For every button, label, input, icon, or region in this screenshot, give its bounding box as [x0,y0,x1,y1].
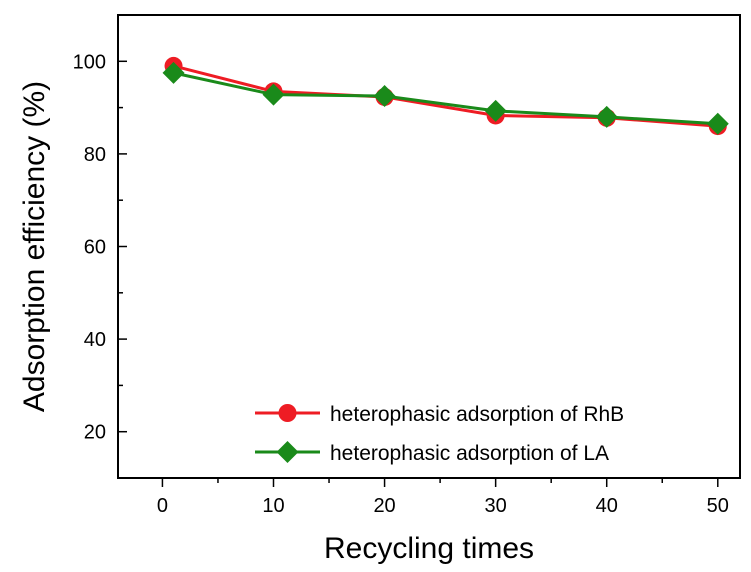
x-axis-title: Recycling times [324,532,534,565]
legend-item-2: heterophasic adsorption of LA [255,441,609,465]
legend-item-1: heterophasic adsorption of RhB [255,403,624,426]
x-tick-label: 40 [596,495,618,517]
data-point [595,105,618,128]
y-axis-title: Adsorption efficiency (%) [18,81,51,412]
x-tick-label: 0 [157,495,168,517]
series-2 [162,61,729,135]
x-tick-label: 20 [373,495,395,517]
plot-frame [117,14,741,479]
series-layer [162,56,729,136]
y-tick-label: 80 [84,144,106,166]
data-point [373,85,396,108]
x-tick-label: 10 [262,495,284,517]
data-point [262,83,285,106]
y-axis-ticks: 20 40 60 80 100 [73,14,127,479]
data-point [162,61,185,84]
series-line [173,64,718,128]
legend-marker [278,404,297,422]
y-tick-label: 60 [84,237,106,259]
data-point [484,99,507,122]
series-line [173,71,718,126]
legend: heterophasic adsorption of RhB heterophas… [255,403,624,465]
data-point [706,112,729,135]
legend-label: heterophasic adsorption of LA [330,442,609,465]
legend-label: heterophasic adsorption of RhB [330,403,624,426]
x-tick-label: 50 [707,495,729,517]
y-tick-label: 100 [73,51,106,73]
legend-marker [276,441,299,463]
x-tick-label: 30 [485,495,507,517]
x-axis-ticks: 0 10 20 30 40 50 [157,478,729,517]
y-tick-label: 20 [84,422,106,444]
y-tick-label: 40 [84,329,106,351]
series-1 [164,56,727,136]
